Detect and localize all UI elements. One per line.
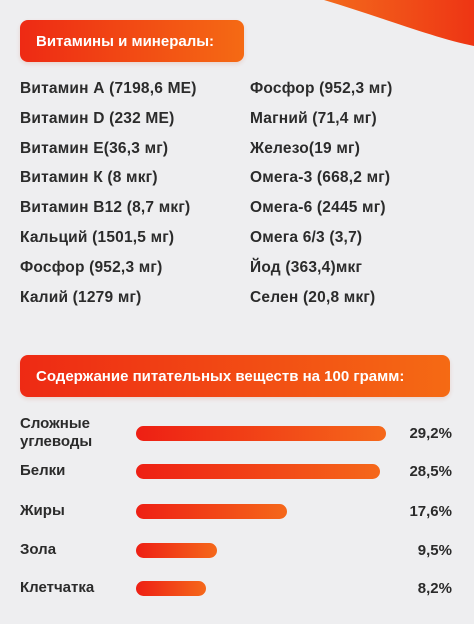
vitamin-item: Фосфор (952,3 мг): [20, 258, 163, 276]
vitamins-column-right: Фосфор (952,3 мг) Магний (71,4 мг) Желез…: [250, 76, 392, 314]
nutrient-row: Клетчатка 8,2%: [20, 569, 452, 607]
nutrient-bar: [136, 504, 287, 519]
nutrient-value: 29,2%: [409, 424, 452, 442]
mineral-item: Омега-6 (2445 мг): [250, 199, 386, 217]
nutrient-label: Зола: [20, 541, 57, 558]
vitamin-item: Витамин К (8 мкг): [20, 169, 158, 187]
mineral-item: Железо(19 мг): [250, 139, 361, 157]
mineral-item: Йод (363,4)мкг: [250, 258, 363, 276]
mineral-item: Селен (20,8 мкг): [250, 288, 376, 306]
nutrient-row: Белки 28,5%: [20, 452, 452, 490]
mineral-item: Фосфор (952,3 мг): [250, 80, 393, 97]
vitamin-item: Витамин А (7198,6 МЕ): [20, 80, 197, 97]
nutrient-bar: [136, 543, 218, 558]
nutrient-bar-track: [136, 504, 386, 519]
nutrient-bar-track: [136, 543, 386, 558]
nutrient-label: Клетчатка: [20, 579, 95, 596]
vitamin-item: Витамин D (232 МЕ): [20, 109, 175, 127]
nutrient-value: 8,2%: [417, 579, 452, 597]
vitamin-item: Калий (1279 мг): [20, 288, 142, 306]
vitamins-header-text: Витамины и минералы:: [36, 32, 215, 50]
nutrient-label: Сложные углеводы: [20, 415, 93, 450]
nutrient-row: Зола 9,5%: [20, 531, 452, 569]
nutrient-bar: [136, 426, 386, 441]
vitamin-item: Кальций (1501,5 мг): [20, 228, 175, 246]
nutrients-header-text: Содержание питательных веществ на 100 гр…: [36, 367, 405, 385]
nutrient-bar-track: [136, 426, 386, 441]
mineral-item: Магний (71,4 мг): [250, 109, 377, 127]
nutrients-header: Содержание питательных веществ на 100 гр…: [20, 355, 450, 397]
nutrient-bar-track: [136, 464, 386, 479]
mineral-item: Омега-3 (668,2 мг): [250, 169, 391, 187]
nutrient-row: Жиры 17,6%: [20, 492, 452, 530]
nutrient-label: Жиры: [20, 502, 65, 519]
nutrient-bar: [136, 464, 380, 479]
nutrient-bar: [136, 581, 207, 596]
nutrient-value: 28,5%: [409, 462, 452, 480]
vitamins-header: Витамины и минералы:: [20, 20, 244, 62]
vitamin-item: Витамин E(36,3 мг): [20, 139, 169, 157]
mineral-item: Омега 6/3 (3,7): [250, 228, 363, 246]
vitamins-column-left: Витамин А (7198,6 МЕ) Витамин D (232 МЕ)…: [20, 76, 197, 314]
nutrient-label: Белки: [20, 462, 66, 479]
nutrient-value: 9,5%: [417, 541, 452, 559]
nutrient-row: Сложные углеводы 29,2%: [20, 414, 452, 452]
corner-accent-shape: [324, 0, 474, 46]
nutrient-value: 17,6%: [409, 502, 452, 520]
vitamin-item: Витамин В12 (8,7 мкг): [20, 199, 191, 217]
nutrient-bar-track: [136, 581, 386, 596]
